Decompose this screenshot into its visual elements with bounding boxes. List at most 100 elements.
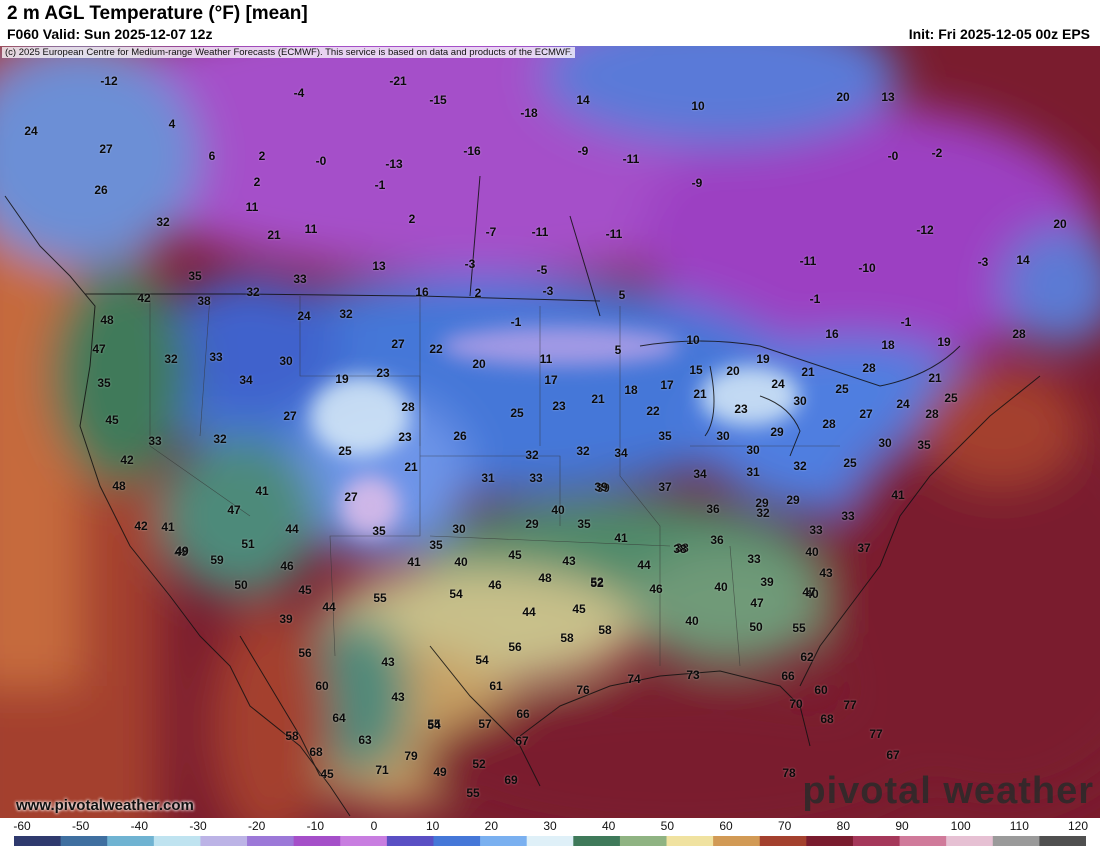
temperature-value-label: 32 (793, 459, 807, 473)
temperature-value-label: 2 (253, 175, 261, 189)
temperature-value-label: 13 (372, 259, 386, 273)
temperature-value-label: 76 (576, 683, 590, 697)
temperature-value-label: 55 (466, 786, 480, 800)
color-scale-tick-label: 60 (719, 819, 733, 833)
temperature-value-label: 33 (293, 272, 307, 286)
temperature-value-label: 45 (105, 413, 119, 427)
temperature-value-label: 11 (539, 352, 553, 366)
temperature-value-label: 50 (749, 620, 763, 634)
color-scale-segment (200, 836, 248, 846)
temperature-value-label: 4 (168, 117, 176, 131)
temperature-value-label: 67 (886, 748, 900, 762)
color-scale-tick-label: 120 (1067, 819, 1089, 833)
temperature-value-label: 26 (94, 183, 108, 197)
temperature-value-label: 74 (627, 672, 641, 686)
color-scale-segment (247, 836, 295, 846)
temperature-value-label: 26 (453, 429, 467, 443)
temperature-value-label: 44 (522, 605, 536, 619)
temperature-value-label: 29 (525, 517, 539, 531)
temperature-value-label: 56 (508, 640, 522, 654)
temperature-value-label: 23 (398, 430, 412, 444)
color-scale-ticks: -60 -50 -40 -30 -20 -10 0 10 20 30 40 50 60 70 80 90 100… (0, 818, 1100, 834)
temperature-value-label: 38 (197, 294, 211, 308)
temperature-value-label: 57 (478, 717, 492, 731)
temperature-value-label: 42 (137, 291, 151, 305)
temperature-value-label: 49 (433, 765, 447, 779)
temperature-value-label: -0 (315, 154, 327, 168)
color-scale-segment (293, 836, 341, 846)
color-scale-segment (60, 836, 108, 846)
temperature-value-label: 44 (322, 600, 336, 614)
temperature-value-label: 58 (285, 729, 299, 743)
header-bar: 2 m AGL Temperature (°F) [mean] F060 Val… (0, 0, 1100, 46)
temperature-value-label: 58 (560, 631, 574, 645)
color-scale-segment (852, 836, 901, 846)
temperature-value-label: -18 (520, 106, 538, 120)
temperature-value-label: 35 (97, 376, 111, 390)
temperature-value-label: 49 (174, 545, 188, 559)
temperature-value-label: 25 (944, 391, 958, 405)
temperature-value-label: 66 (781, 669, 795, 683)
temperature-map[interactable] (0, 46, 1100, 818)
temperature-value-label: 44 (637, 558, 651, 572)
temperature-value-label: 46 (488, 578, 502, 592)
temperature-value-label: -9 (691, 176, 703, 190)
temperature-value-label: 48 (538, 571, 552, 585)
temperature-value-label: 2 (258, 149, 266, 163)
temperature-value-label: 40 (805, 545, 819, 559)
temperature-value-label: 35 (372, 524, 386, 538)
temperature-value-label: 25 (843, 456, 857, 470)
temperature-value-label: -0 (887, 149, 899, 163)
temperature-value-label: 28 (1012, 327, 1026, 341)
temperature-value-label: 21 (693, 387, 707, 401)
temperature-value-label: 40 (714, 580, 728, 594)
temperature-value-label: 24 (24, 124, 38, 138)
temperature-value-label: 29 (770, 425, 784, 439)
temperature-value-label: 35 (429, 538, 443, 552)
map-title: 2 m AGL Temperature (°F) [mean] (7, 3, 308, 24)
temperature-value-label: 43 (381, 655, 395, 669)
temperature-value-label: -13 (385, 157, 403, 171)
color-scale-segment (666, 836, 714, 846)
temperature-value-label: 13 (881, 90, 895, 104)
temperature-value-label: 24 (896, 397, 910, 411)
temperature-value-label: 37 (658, 480, 672, 494)
color-scale-tick-label: 20 (484, 819, 499, 833)
temperature-value-label: 43 (819, 566, 833, 580)
temperature-value-label: 42 (134, 519, 148, 533)
color-scale-tick-label: 110 (1009, 819, 1029, 833)
temperature-value-label: 21 (801, 365, 815, 379)
temperature-value-label: 28 (822, 417, 836, 431)
temperature-value-label: 77 (843, 698, 857, 712)
temperature-value-label: -12 (916, 223, 934, 237)
temperature-value-label: 22 (429, 342, 443, 356)
temperature-value-label: 22 (646, 404, 660, 418)
temperature-value-label: -21 (389, 74, 407, 88)
temperature-value-label: 32 (156, 215, 170, 229)
temperature-value-label: 33 (148, 434, 162, 448)
temperature-value-label: -1 (374, 178, 386, 192)
temperature-value-label: 28 (925, 407, 939, 421)
color-scale-tick-label: -50 (71, 819, 90, 833)
temperature-value-label: -3 (542, 284, 554, 298)
temperature-value-label: -5 (536, 263, 548, 277)
temperature-value-label: 45 (298, 583, 312, 597)
temperature-value-label: 45 (508, 548, 522, 562)
temperature-value-label: 33 (841, 509, 855, 523)
temperature-value-label: -11 (799, 254, 817, 268)
color-scale-tick-label: 70 (777, 819, 792, 833)
temperature-value-label: -2 (931, 146, 943, 160)
color-scale: -60 -50 -40 -30 -20 -10 0 10 20 30 40 50 60 70 80 90 100… (0, 818, 1100, 850)
temperature-value-label: 47 (750, 596, 764, 610)
temperature-value-label: -11 (531, 225, 549, 239)
temperature-value-label: 41 (255, 484, 269, 498)
temperature-value-label: 27 (283, 409, 297, 423)
temperature-value-label: 37 (857, 541, 871, 555)
temperature-value-label: 68 (820, 712, 834, 726)
temperature-value-label: 5 (614, 343, 622, 357)
temperature-value-label: 34 (693, 467, 707, 481)
temperature-value-label: 21 (591, 392, 605, 406)
color-scale-segment (107, 836, 155, 846)
temperature-value-label: 20 (472, 357, 486, 371)
temperature-value-label: 35 (188, 269, 202, 283)
